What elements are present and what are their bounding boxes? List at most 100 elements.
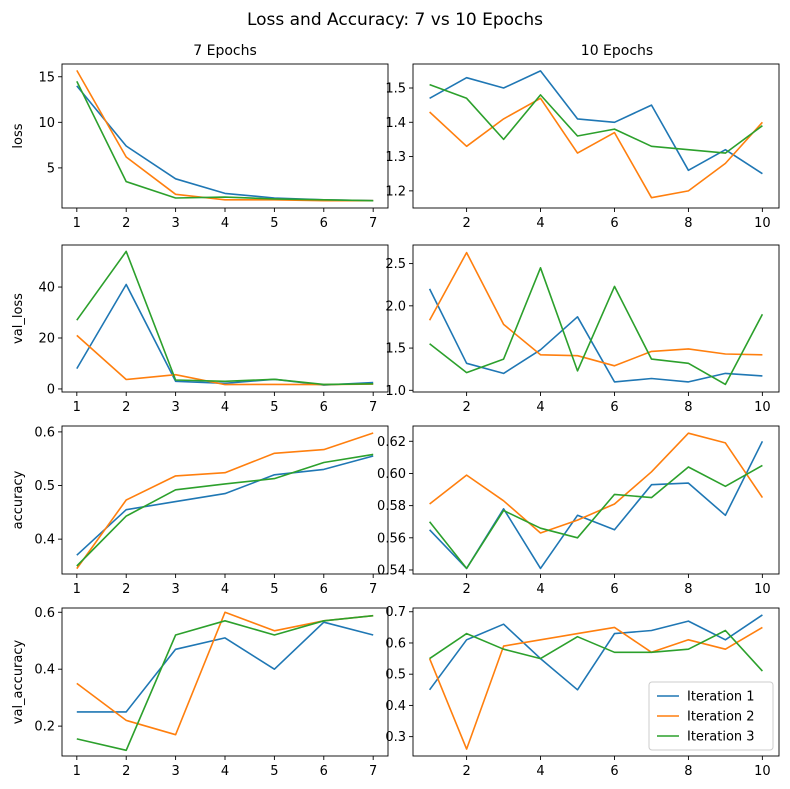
y-axis-label-val-loss-7-epochs: val_loss: [11, 293, 26, 344]
x-tick-label: 2: [462, 216, 470, 231]
series-line-accuracy-7-epochs-iteration-2: [76, 432, 374, 570]
x-tick-label: 6: [610, 216, 618, 231]
x-tick-label: 4: [536, 400, 544, 415]
column-title-7-epochs: 7 Epochs: [193, 43, 257, 59]
x-tick-label: 10: [754, 400, 771, 415]
y-tick-label: 0.6: [34, 425, 55, 440]
x-tick-label: 10: [754, 582, 771, 597]
axes-frame: [412, 607, 780, 757]
y-axis-label-loss-7-epochs: loss: [11, 123, 26, 148]
y-tick-label: 1.5: [385, 82, 406, 97]
axes-frame: [412, 244, 780, 393]
panel-loss-10-epochs: 2 4 6 8 10 1.2 1.3 1.4 1.5: [385, 63, 780, 231]
x-tick-label: 2: [122, 216, 130, 231]
x-tick-label: 3: [171, 764, 179, 779]
y-tick-label: 40: [38, 281, 55, 296]
series-line-loss-10-epochs-iteration-2: [429, 97, 763, 199]
x-tick-label: 2: [462, 764, 470, 779]
x-tick-label: 5: [270, 582, 278, 597]
x-tick-label: 4: [536, 582, 544, 597]
y-tick-label: 0.2: [34, 720, 55, 735]
series-line-val-accuracy-10-epochs-iteration-1: [428, 614, 763, 691]
panel-val-loss-7-epochs: 1 2 3 4 5 6 7 0 20 40 val_loss: [11, 244, 389, 415]
panel-val-accuracy-7-epochs: 1 2 3 4 5 6 7 0.2 0.4 0.6 val_accuracy: [11, 606, 389, 779]
y-tick-label: 0.3: [385, 730, 406, 745]
y-tick-label: 0.56: [377, 531, 406, 546]
series-line-accuracy-7-epochs-iteration-3: [76, 453, 374, 567]
x-tick-label: 6: [320, 216, 328, 231]
series-line-val-loss-10-epochs-iteration-2: [428, 251, 763, 367]
column-title-10-epochs: 10 Epochs: [581, 43, 653, 59]
legend-label-iteration-3: Iteration 3: [687, 730, 755, 745]
legend: Iteration 1 Iteration 2 Iteration 3: [648, 681, 774, 751]
panel-accuracy-7-epochs: 1 2 3 4 5 6 7 0.4 0.5 0.6 accuracy: [11, 425, 389, 597]
y-tick-label: 0.5: [34, 479, 55, 494]
series-line-val-loss-10-epochs-iteration-1: [428, 288, 763, 383]
x-tick-label: 4: [221, 582, 229, 597]
panel-accuracy-10-epochs: 2 4 6 8 10 0.54 0.56 0.58 0.60 0.62: [377, 425, 780, 597]
x-tick-label: 5: [270, 764, 278, 779]
axes-frame: [61, 244, 389, 393]
series-line-val-loss-7-epochs-iteration-1: [76, 283, 374, 386]
x-tick-label: 6: [610, 400, 618, 415]
series-line-accuracy-10-epochs-iteration-3: [428, 464, 763, 570]
axes-frame: [412, 425, 780, 575]
series-line-loss-7-epochs-iteration-3: [76, 80, 374, 202]
y-tick-label: 1.3: [385, 150, 406, 165]
x-tick-label: 8: [684, 216, 692, 231]
x-tick-label: 6: [610, 582, 618, 597]
x-tick-label: 1: [73, 216, 81, 231]
x-tick-label: 6: [320, 400, 328, 415]
x-tick-label: 10: [754, 764, 771, 779]
x-tick-label: 1: [73, 582, 81, 597]
x-tick-label: 2: [462, 400, 470, 415]
x-tick-label: 5: [270, 216, 278, 231]
y-axis-label-accuracy-7-epochs: accuracy: [11, 470, 26, 529]
series-line-accuracy-7-epochs-iteration-1: [76, 455, 374, 556]
y-axis-label-val-accuracy-7-epochs: val_accuracy: [11, 639, 26, 724]
legend-label-iteration-2: Iteration 2: [687, 710, 755, 725]
y-tick-label: 0.54: [377, 563, 406, 578]
x-tick-label: 1: [73, 400, 81, 415]
y-tick-label: 1.5: [385, 342, 406, 357]
axes-frame: [61, 425, 389, 575]
x-tick-label: 6: [320, 582, 328, 597]
y-tick-label: 0.4: [385, 699, 406, 714]
y-tick-label: 0.60: [377, 467, 406, 482]
series-line-loss-10-epochs-iteration-1: [429, 70, 763, 175]
x-tick-label: 6: [320, 764, 328, 779]
axes-frame: [412, 63, 780, 209]
x-tick-label: 3: [171, 216, 179, 231]
y-tick-label: 0.6: [385, 636, 406, 651]
series-line-loss-10-epochs-iteration-3: [429, 83, 763, 154]
series-line-val-loss-7-epochs-iteration-2: [76, 334, 374, 386]
legend-label-iteration-1: Iteration 1: [687, 690, 755, 705]
panel-loss-7-epochs: 1 2 3 4 5 6 7 5 10 15 loss: [11, 63, 389, 231]
y-tick-label: 1.4: [385, 116, 406, 131]
x-tick-label: 4: [536, 216, 544, 231]
y-tick-label: 1.0: [385, 384, 406, 399]
x-tick-label: 1: [73, 764, 81, 779]
y-tick-label: 0.6: [34, 606, 55, 621]
x-tick-label: 2: [122, 582, 130, 597]
series-line-val-accuracy-7-epochs-iteration-2: [76, 611, 374, 736]
y-tick-label: 2.0: [385, 299, 406, 314]
panel-val-loss-10-epochs: 2 4 6 8 10 1.0 1.5 2.0 2.5: [385, 244, 780, 415]
x-tick-label: 5: [270, 400, 278, 415]
series-line-val-loss-10-epochs-iteration-3: [429, 266, 764, 386]
x-tick-label: 7: [369, 400, 377, 415]
x-tick-label: 7: [369, 764, 377, 779]
y-tick-label: 20: [38, 331, 55, 346]
y-tick-label: 5: [47, 161, 55, 176]
x-tick-label: 8: [684, 400, 692, 415]
x-tick-label: 4: [221, 400, 229, 415]
x-tick-label: 2: [122, 764, 130, 779]
y-tick-label: 0.4: [34, 663, 55, 678]
x-tick-label: 7: [369, 216, 377, 231]
series-line-val-accuracy-10-epochs-iteration-2: [428, 626, 763, 750]
x-tick-label: 8: [684, 582, 692, 597]
y-tick-label: 0.5: [385, 668, 406, 683]
x-tick-label: 10: [754, 216, 771, 231]
